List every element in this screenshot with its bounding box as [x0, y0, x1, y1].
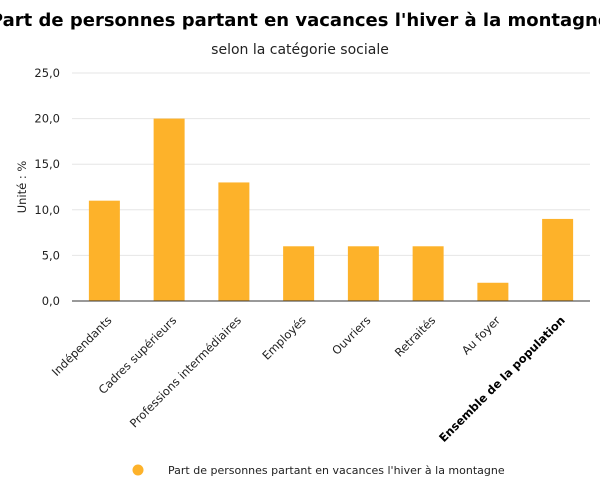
x-tick-label: Ouvriers	[329, 313, 373, 357]
y-tick-label: 10,0	[34, 203, 60, 217]
x-tick-label: Professions intermédiaires	[127, 313, 244, 430]
y-tick-label: 25,0	[34, 66, 60, 80]
x-tick-label: Indépendants	[49, 313, 115, 379]
y-tick-label: 20,0	[34, 112, 60, 126]
bar	[153, 118, 185, 301]
legend-marker	[132, 464, 144, 476]
bar	[542, 218, 574, 301]
bar	[88, 200, 120, 301]
legend: Part de personnes partant en vacances l'…	[132, 464, 505, 477]
bar	[477, 282, 509, 301]
x-tick-label: Ensemble de la population	[436, 313, 568, 445]
x-tick-label: Au foyer	[459, 313, 503, 357]
x-tick-label: Employés	[259, 313, 308, 362]
y-axis-label: Unité : %	[15, 161, 29, 214]
bar	[283, 246, 315, 301]
y-tick-label: 0,0	[42, 294, 60, 308]
chart-title: Part de personnes partant en vacances l'…	[0, 10, 600, 31]
y-axis-ticks: 0,0 5,0 10,0 15,0 20,0 25,0	[34, 66, 60, 308]
legend-label: Part de personnes partant en vacances l'…	[168, 464, 505, 477]
bar	[347, 246, 379, 301]
gridlines	[72, 72, 590, 256]
y-tick-label: 5,0	[42, 248, 60, 262]
chart-subtitle: selon la catégorie sociale	[211, 42, 389, 58]
bar	[218, 182, 250, 301]
bars	[88, 118, 574, 301]
x-tick-label: Retraités	[392, 313, 438, 359]
y-tick-label: 15,0	[34, 157, 60, 171]
bar	[412, 246, 444, 301]
